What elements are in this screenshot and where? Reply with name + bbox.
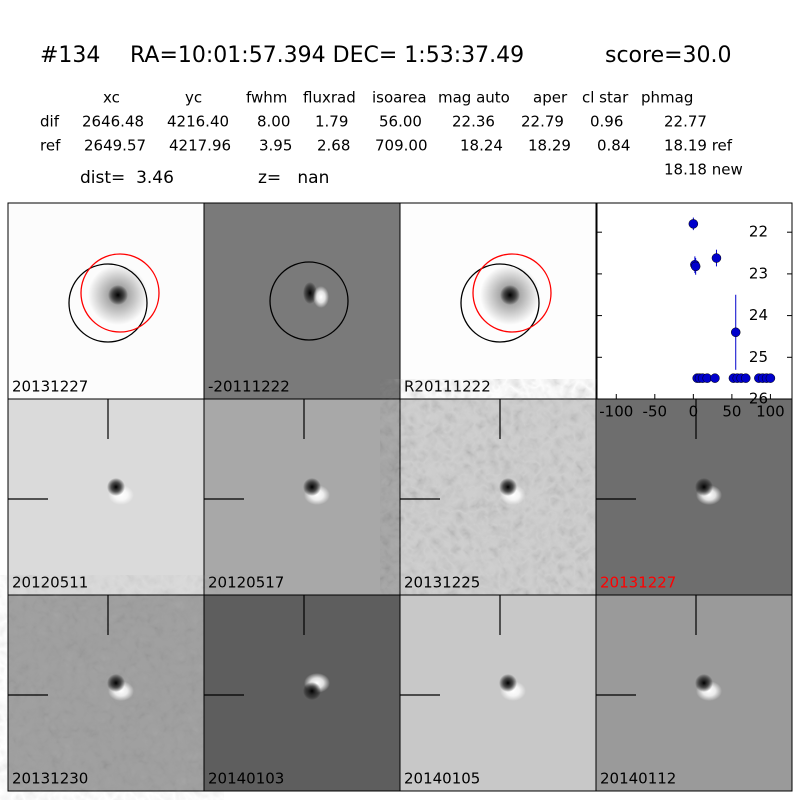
panel-label: 20131227 (12, 378, 88, 396)
table-cell: 0.84 (597, 137, 630, 155)
column-header: yc (185, 89, 202, 107)
y-tick-label: 22 (749, 223, 768, 241)
panel-label: -20111222 (208, 378, 290, 396)
source (108, 285, 128, 305)
coordinates: RA=10:01:57.394 DEC= 1:53:37.49 (130, 43, 524, 68)
table-cell: 18.24 (460, 137, 503, 155)
source (500, 285, 520, 305)
x-tick-label: 100 (756, 403, 785, 421)
panel-image (595, 398, 793, 596)
panel-image (595, 594, 793, 792)
table-cell: 2649.57 (84, 137, 146, 155)
column-header: xc (103, 89, 120, 107)
noise (400, 399, 596, 595)
table-cell: ref (40, 137, 61, 155)
column-header: aper (533, 89, 568, 107)
panel-image (399, 594, 597, 792)
point (730, 327, 741, 338)
y-tick-label: 26 (749, 390, 768, 408)
table-cell: 0.96 (590, 113, 623, 131)
column-header: isoarea (372, 89, 427, 107)
score: score=30.0 (605, 43, 732, 68)
table: xc yc fwhm fluxrad isoarea mag auto aper cl sta… (40, 89, 733, 155)
redshift: z= nan (258, 168, 329, 188)
column-header: cl star (582, 89, 629, 107)
aperture-black (269, 261, 349, 341)
noise (8, 595, 204, 791)
column-header: fwhm (246, 89, 287, 107)
residual-dark (303, 478, 321, 496)
panel-image (203, 594, 401, 792)
table-cell: 22.77 (664, 113, 707, 131)
table-cell: dif (40, 113, 60, 131)
panel-label: 20131227 (600, 574, 676, 592)
point (741, 373, 751, 383)
x-tick-label: -50 (643, 403, 668, 421)
table-cell: 709.00 (375, 137, 428, 155)
table-cell: 22.36 (452, 113, 495, 131)
table-cell: 2.68 (317, 137, 350, 155)
table-note: 18.18 new (664, 161, 743, 179)
point (710, 373, 720, 383)
x-tick-label: 50 (722, 403, 741, 421)
panel-image (203, 202, 401, 400)
residual-dark (499, 674, 517, 692)
y-tick-label: 25 (749, 348, 768, 366)
table-cell: 4216.40 (167, 113, 229, 131)
panel-label: 20140103 (208, 770, 284, 788)
panel-label: 20120511 (12, 574, 88, 592)
point (688, 219, 699, 229)
panel-image (7, 398, 205, 596)
panel-label: R20111222 (404, 378, 491, 396)
column-header: fluxrad (303, 89, 356, 107)
residual-dark (107, 674, 125, 692)
x-tick-label: -100 (599, 403, 633, 421)
table-cell: 8.00 (257, 113, 290, 131)
residual-dark (695, 478, 713, 496)
point (690, 261, 701, 272)
table-cell: 1.79 (315, 113, 348, 131)
residual-dark (107, 478, 125, 496)
table-cell: 2646.48 (82, 113, 144, 131)
residual-dark (499, 478, 517, 496)
panel-image (203, 398, 401, 596)
residual-dark (303, 682, 321, 700)
x-tick-label: 0 (689, 403, 699, 421)
column-header: mag auto (438, 89, 510, 107)
y-tick-label: 24 (749, 306, 768, 324)
point (765, 373, 776, 383)
aperture-black (68, 263, 148, 343)
table-cell: 22.79 (521, 113, 564, 131)
lightcurve: 22 23 24 25 26 -100 -50 0 50 100 (596, 202, 793, 421)
panel-label: 20140105 (404, 770, 480, 788)
panel-label: 20140112 (600, 770, 676, 788)
table-cell: 18.29 (528, 137, 571, 155)
panels: 20131227 -20111222 R20111222 20120511 201205… (7, 202, 793, 792)
residual-dark (695, 674, 713, 692)
column-header: phmag (641, 89, 693, 107)
table-cell: 3.95 (259, 137, 292, 155)
table-cell: 18.19 ref (664, 137, 733, 155)
table-cell: 4217.96 (169, 137, 231, 155)
distance: dist= 3.46 (80, 168, 174, 188)
aperture-black (460, 263, 540, 343)
aperture-red (80, 253, 160, 333)
panel-label: 20120517 (208, 574, 284, 592)
panel-label: 20131230 (12, 770, 88, 788)
panel-label: 20131225 (404, 574, 480, 592)
aperture-red (472, 253, 552, 333)
y-tick-label: 23 (749, 264, 768, 282)
plot-frame (596, 202, 793, 400)
point (711, 253, 722, 263)
residual-light (313, 286, 329, 308)
object-id: #134 (40, 43, 100, 68)
table-cell: 56.00 (379, 113, 422, 131)
